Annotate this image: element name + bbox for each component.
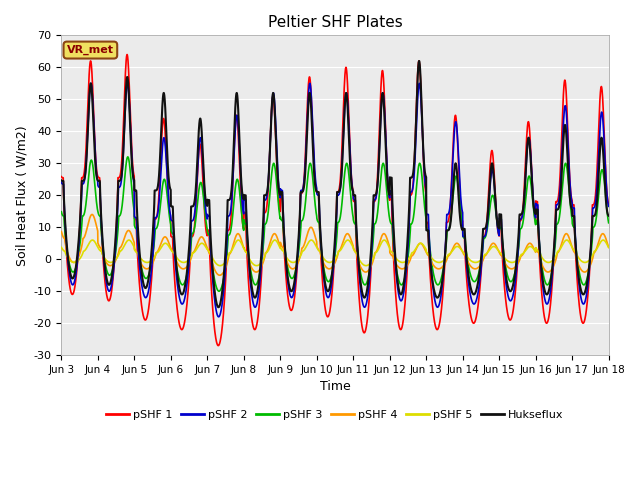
pSHF 4 xyxy=(216,272,223,278)
Title: Peltier SHF Plates: Peltier SHF Plates xyxy=(268,15,403,30)
Y-axis label: Soil Heat Flux ( W/m2): Soil Heat Flux ( W/m2) xyxy=(15,125,28,265)
pSHF 3 xyxy=(215,288,223,294)
Hukseflux xyxy=(268,111,275,117)
pSHF 5 xyxy=(58,244,65,250)
Hukseflux xyxy=(415,58,423,64)
pSHF 3 xyxy=(152,226,160,231)
pSHF 2 xyxy=(595,160,602,166)
pSHF 1 xyxy=(120,112,127,118)
pSHF 3 xyxy=(595,196,602,202)
pSHF 4 xyxy=(268,235,275,241)
pSHF 3 xyxy=(124,154,132,160)
Hukseflux xyxy=(152,187,160,193)
Line: Hukseflux: Hukseflux xyxy=(61,61,609,307)
Hukseflux xyxy=(595,180,602,185)
pSHF 5 xyxy=(120,244,127,250)
pSHF 2 xyxy=(87,81,95,86)
pSHF 4 xyxy=(536,252,543,258)
pSHF 3 xyxy=(120,186,127,192)
pSHF 2 xyxy=(58,180,65,185)
pSHF 1 xyxy=(268,106,275,112)
Hukseflux xyxy=(605,213,612,218)
Legend: pSHF 1, pSHF 2, pSHF 3, pSHF 4, pSHF 5, Hukseflux: pSHF 1, pSHF 2, pSHF 3, pSHF 4, pSHF 5, … xyxy=(102,406,568,424)
Hukseflux xyxy=(536,241,543,247)
Line: pSHF 2: pSHF 2 xyxy=(61,84,609,317)
X-axis label: Time: Time xyxy=(319,381,350,394)
pSHF 4 xyxy=(605,244,612,250)
Line: pSHF 3: pSHF 3 xyxy=(61,157,609,291)
pSHF 5 xyxy=(605,244,612,250)
pSHF 2 xyxy=(536,239,543,245)
pSHF 3 xyxy=(58,209,65,215)
pSHF 2 xyxy=(120,135,128,141)
Line: pSHF 4: pSHF 4 xyxy=(61,215,609,275)
pSHF 5 xyxy=(152,250,160,256)
pSHF 2 xyxy=(268,108,275,114)
pSHF 4 xyxy=(595,240,602,246)
pSHF 2 xyxy=(215,314,223,320)
Hukseflux xyxy=(58,178,65,183)
pSHF 1 xyxy=(58,174,65,180)
pSHF 4 xyxy=(152,250,160,255)
Line: pSHF 1: pSHF 1 xyxy=(61,55,609,346)
pSHF 2 xyxy=(605,204,612,209)
pSHF 5 xyxy=(268,241,275,247)
pSHF 5 xyxy=(216,263,224,268)
pSHF 4 xyxy=(291,264,299,270)
pSHF 2 xyxy=(291,279,299,285)
Hukseflux xyxy=(120,137,127,143)
pSHF 1 xyxy=(536,252,543,257)
pSHF 5 xyxy=(599,237,607,243)
pSHF 4 xyxy=(120,236,128,242)
Hukseflux xyxy=(214,304,222,310)
Hukseflux xyxy=(291,274,299,280)
pSHF 1 xyxy=(605,201,612,207)
pSHF 2 xyxy=(152,214,160,220)
pSHF 4 xyxy=(88,212,96,217)
pSHF 5 xyxy=(291,259,299,265)
pSHF 4 xyxy=(58,228,65,234)
pSHF 3 xyxy=(268,172,275,178)
pSHF 3 xyxy=(291,269,299,275)
pSHF 1 xyxy=(152,215,160,221)
pSHF 3 xyxy=(605,220,612,226)
pSHF 1 xyxy=(214,343,222,348)
pSHF 3 xyxy=(536,240,543,245)
Line: pSHF 5: pSHF 5 xyxy=(61,240,609,265)
pSHF 1 xyxy=(595,137,602,143)
pSHF 1 xyxy=(291,288,299,293)
pSHF 1 xyxy=(124,52,131,58)
pSHF 5 xyxy=(535,248,543,254)
pSHF 5 xyxy=(594,244,602,250)
Text: VR_met: VR_met xyxy=(67,45,114,55)
